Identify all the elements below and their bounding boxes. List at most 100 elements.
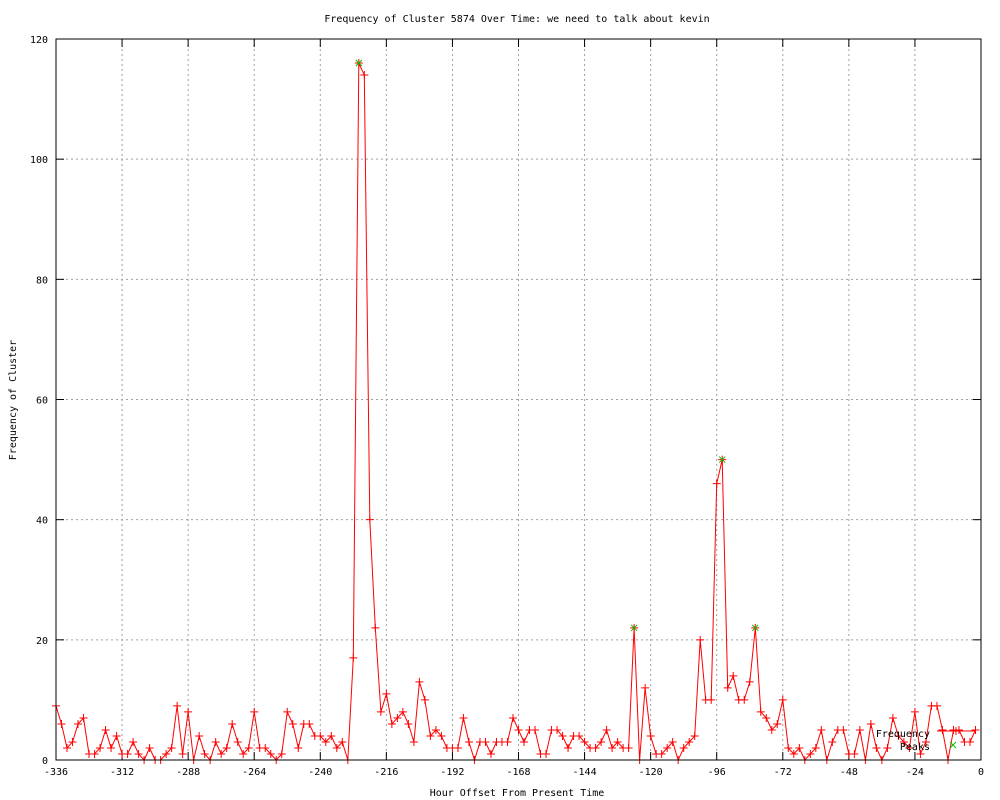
x-tick-label: -216 [374,767,398,778]
x-tick-label: -312 [110,767,134,778]
frequency-point [866,719,875,728]
frequency-point [409,737,418,746]
frequency-point [486,749,495,758]
frequency-point [90,749,99,758]
frequency-point [883,743,892,752]
frequency-point [729,671,738,680]
frequency-point [806,749,815,758]
frequency-point [134,749,143,758]
frequency-point [371,623,380,632]
frequency-point [828,737,837,746]
frequency-point [288,719,297,728]
frequency-point [211,737,220,746]
frequency-point [393,713,402,722]
y-tick-label: 80 [36,275,48,286]
frequency-point [167,743,176,752]
frequency-point [57,719,66,728]
peak-point [718,456,726,463]
x-tick-label: -240 [308,767,332,778]
frequency-point [195,731,204,740]
frequency-point [426,731,435,740]
frequency-point [266,749,275,758]
frequency-point [459,713,468,722]
legend-label-frequency: Frequency [876,729,930,740]
frequency-point [123,749,132,758]
frequency-point [63,743,72,752]
frequency-point [437,731,446,740]
frequency-point [745,677,754,686]
x-tick-label: -144 [573,767,597,778]
frequency-point [905,743,914,752]
x-tick-label: -192 [440,767,464,778]
frequency-point [899,737,908,746]
frequency-point [685,737,694,746]
y-tick-label: 120 [30,35,48,46]
frequency-point [68,737,77,746]
frequency-point [376,707,385,716]
frequency-point [250,707,259,716]
frequency-point [239,749,248,758]
frequency-point [657,749,666,758]
frequency-point [938,725,947,734]
frequency-point [360,71,369,80]
frequency-point [910,707,919,716]
frequency-point [349,653,358,662]
frequency-point [564,743,573,752]
frequency-point [580,737,589,746]
x-tick-label: -96 [708,767,726,778]
frequency-point [327,731,336,740]
plot-frame [55,38,982,761]
y-tick-label: 20 [36,636,48,647]
frequency-point [740,695,749,704]
frequency-point [712,479,721,488]
frequency-point [173,701,182,710]
frequency-point [365,515,374,524]
frequency-point [464,737,473,746]
frequency-point [233,737,242,746]
frequency-point [894,731,903,740]
frequency-line [55,62,976,762]
frequency-point [679,743,688,752]
x-axis-label: Hour Offset From Present Time [430,788,605,799]
frequency-point [789,749,798,758]
frequency-point [817,725,826,734]
frequency-point [795,743,804,752]
frequency-point [79,713,88,722]
frequency-point [531,725,540,734]
frequency-point [811,743,820,752]
y-tick-label: 0 [42,756,48,767]
frequency-point [453,743,462,752]
frequency-point [839,725,848,734]
frequency-point [696,635,705,644]
frequency-point [415,677,424,686]
y-tick-label: 100 [30,155,48,166]
y-tick-label: 60 [36,396,48,407]
x-tick-label: -264 [242,767,266,778]
frequency-point [591,743,600,752]
frequency-point [387,719,396,728]
series-layer [52,59,980,764]
frequency-point [646,731,655,740]
frequency-point [641,683,650,692]
frequency-point [773,719,782,728]
peak-point [355,59,363,67]
frequency-point [404,719,413,728]
frequency-point [668,737,677,746]
frequency-point [784,743,793,752]
frequency-point [178,749,187,758]
y-axis-label: Frequency of Cluster [8,340,19,460]
x-tick-label: -336 [44,767,68,778]
legend-sample-peaks-point [949,741,957,749]
frequency-point [222,743,231,752]
frequency-point [542,749,551,758]
frequency-point [74,719,83,728]
frequency-point [575,731,584,740]
frequency-point [723,683,732,692]
frequency-point [756,707,765,716]
legend: Frequency Peaks [876,727,975,753]
frequency-point [762,713,771,722]
legend-label-peaks: Peaks [900,742,930,753]
frequency-point [200,749,209,758]
x-tick-label: -288 [176,767,200,778]
frequency-point [112,731,121,740]
